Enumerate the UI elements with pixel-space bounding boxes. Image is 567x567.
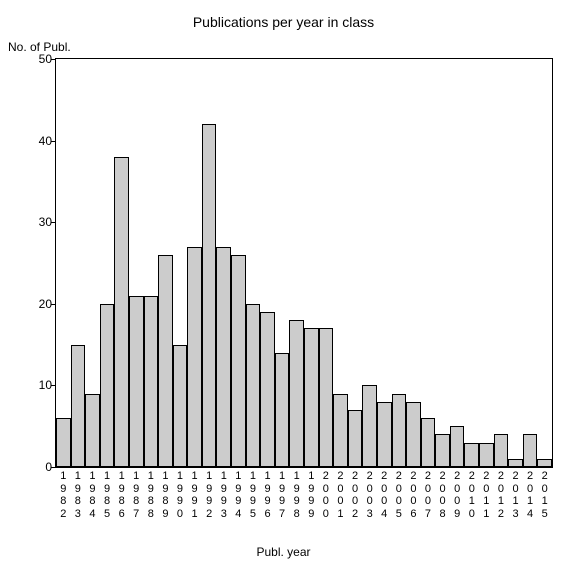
x-tick-label: 1983: [71, 467, 86, 521]
x-tick-label: 1999: [304, 467, 319, 521]
bar: [114, 157, 129, 467]
x-tick-label: 1997: [275, 467, 290, 521]
bar: [56, 418, 71, 467]
bar: [421, 418, 436, 467]
bar: [392, 394, 407, 467]
x-tick-label: 2011: [479, 467, 494, 521]
x-tick-label: 1994: [231, 467, 246, 521]
bar: [187, 247, 202, 467]
chart-container: Publications per year in class No. of Pu…: [0, 0, 567, 567]
x-axis-label: Publ. year: [0, 545, 567, 559]
bar: [129, 296, 144, 467]
x-tick-label: 1998: [289, 467, 304, 521]
x-tick-label: 2010: [464, 467, 479, 521]
x-tick-label: 1992: [202, 467, 217, 521]
x-tick-label: 2012: [494, 467, 509, 521]
x-tick-label: 2009: [450, 467, 465, 521]
bar: [450, 426, 465, 467]
x-tick-label: 2006: [406, 467, 421, 521]
bar: [333, 394, 348, 467]
y-tick-mark: [51, 304, 56, 305]
x-tick-label: 2004: [377, 467, 392, 521]
bar: [362, 385, 377, 467]
x-tick-label: 2007: [421, 467, 436, 521]
plot-area: 0102030405019821983198419851986198719881…: [55, 58, 553, 468]
bar: [289, 320, 304, 467]
x-tick-label: 1991: [187, 467, 202, 521]
x-tick-label: 2008: [435, 467, 450, 521]
bar: [71, 345, 86, 467]
x-tick-label: 1982: [56, 467, 71, 521]
x-tick-label: 2002: [348, 467, 363, 521]
bar: [464, 443, 479, 467]
x-tick-label: 1984: [85, 467, 100, 521]
bar: [260, 312, 275, 467]
x-tick-label: 1989: [158, 467, 173, 521]
bar: [537, 459, 552, 467]
bar: [144, 296, 159, 467]
bar: [479, 443, 494, 467]
bar: [319, 328, 334, 467]
bar: [275, 353, 290, 467]
bar: [85, 394, 100, 467]
bar: [523, 434, 538, 467]
x-tick-label: 1993: [216, 467, 231, 521]
bar: [216, 247, 231, 467]
bar: [173, 345, 188, 467]
y-tick-mark: [51, 59, 56, 60]
x-tick-label: 2013: [508, 467, 523, 521]
x-tick-label: 2014: [523, 467, 538, 521]
x-tick-label: 1990: [173, 467, 188, 521]
bar: [377, 402, 392, 467]
x-tick-label: 1987: [129, 467, 144, 521]
y-tick-mark: [51, 385, 56, 386]
x-tick-label: 1988: [144, 467, 159, 521]
bar: [406, 402, 421, 467]
bar: [348, 410, 363, 467]
chart-title: Publications per year in class: [0, 14, 567, 30]
x-tick-label: 2005: [392, 467, 407, 521]
x-tick-label: 2001: [333, 467, 348, 521]
bar: [158, 255, 173, 467]
bar: [246, 304, 261, 467]
bar: [494, 434, 509, 467]
bar: [304, 328, 319, 467]
x-tick-label: 1986: [114, 467, 129, 521]
bar: [100, 304, 115, 467]
bar: [202, 124, 217, 467]
bar: [508, 459, 523, 467]
x-tick-label: 1985: [100, 467, 115, 521]
x-tick-label: 1995: [246, 467, 261, 521]
y-tick-mark: [51, 222, 56, 223]
x-tick-label: 1996: [260, 467, 275, 521]
bar: [435, 434, 450, 467]
y-tick-mark: [51, 141, 56, 142]
x-tick-label: 2003: [362, 467, 377, 521]
x-tick-label: 2015: [537, 467, 552, 521]
bar: [231, 255, 246, 467]
x-tick-label: 2000: [319, 467, 334, 521]
